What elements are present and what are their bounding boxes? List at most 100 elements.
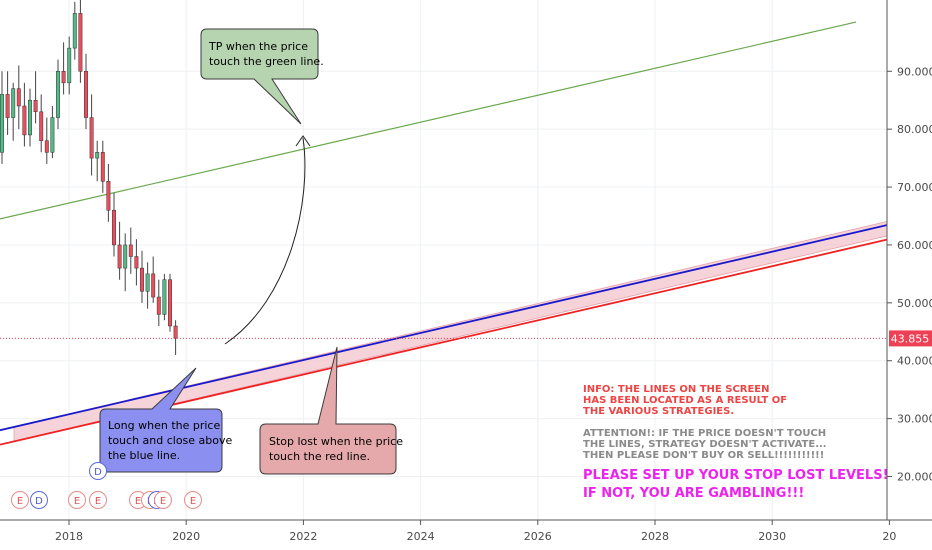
candle-body — [162, 279, 167, 315]
event-markers: EDEEEEDEED — [11, 462, 202, 509]
candle — [16, 65, 21, 130]
candle-body — [168, 279, 172, 327]
candle — [151, 256, 156, 303]
warning-text-1: PLEASE SET UP YOUR STOP LOST LEVELS!!!!! — [583, 468, 912, 483]
info-text-3: THE VARIOUS STRATEGIES. — [583, 406, 734, 417]
tp-note-line-2: touch the green line. — [209, 55, 324, 68]
candle-body — [140, 267, 144, 292]
candle-body — [56, 71, 60, 118]
time-tick-label: 2030 — [758, 530, 786, 543]
candle-body — [11, 88, 16, 118]
price-tick-label: 70.000 — [897, 181, 932, 194]
candle-body — [39, 111, 44, 141]
candle — [84, 53, 88, 130]
candle — [78, 0, 83, 83]
time-scale-background — [0, 520, 932, 550]
price-scale: 10.00020.00030.00040.00050.00060.00070.0… — [887, 65, 932, 541]
tp-note-line-1: TP when the price — [208, 40, 308, 53]
attention-text-3: THEN PLEASE DON'T BUY OR SELL!!!!!!!!!!! — [583, 450, 824, 461]
candle-body — [78, 13, 83, 72]
candle — [44, 117, 49, 164]
candle — [5, 71, 10, 135]
price-tick-label: 20.000 — [897, 471, 932, 484]
candle — [128, 227, 133, 274]
candle-body — [0, 94, 4, 153]
event-marker-label: E — [160, 496, 166, 507]
time-tick-label: 2028 — [641, 530, 669, 543]
candle — [50, 106, 55, 159]
price-tick-label: 60.000 — [897, 239, 932, 252]
candle-body — [156, 296, 161, 315]
time-tick-label: 2022 — [289, 530, 317, 543]
time-tick-label: 2024 — [407, 530, 435, 543]
earnings-marker[interactable]: E — [154, 491, 172, 509]
candle — [168, 273, 172, 332]
candle — [117, 221, 122, 280]
candle — [22, 82, 27, 147]
stop-note-line-1: Stop lost when the price — [269, 435, 403, 448]
candle — [106, 163, 111, 222]
candle-body — [67, 47, 72, 84]
earnings-marker[interactable]: E — [11, 491, 29, 509]
event-marker-label: E — [95, 496, 101, 507]
candle-body — [50, 117, 55, 153]
event-marker-label: D — [35, 496, 43, 507]
candle — [56, 59, 60, 130]
price-tick-label: 40.000 — [897, 355, 932, 368]
event-marker-label: E — [74, 496, 80, 507]
earnings-marker[interactable]: E — [184, 491, 202, 509]
candle — [140, 250, 144, 303]
candle — [134, 239, 139, 286]
event-marker-label: E — [135, 496, 141, 507]
candle — [162, 273, 167, 321]
candle-body — [106, 181, 111, 211]
info-text-1: INFO: THE LINES ON THE SCREEN — [583, 384, 770, 395]
target-arrowhead — [295, 135, 311, 147]
earnings-marker[interactable]: E — [68, 491, 86, 509]
attention-text-1: ATTENTION!: IF THE PRICE DOESN'T TOUCH — [583, 428, 826, 439]
stop-note-line-2: touch the red line. — [269, 450, 370, 463]
candle-body — [145, 273, 150, 292]
attention-text-2: THE LINES, STRATEGY DOESN'T ACTIVATE... — [583, 439, 827, 450]
event-marker-label: D — [94, 467, 102, 478]
green-trend-line — [0, 21, 857, 220]
time-tick-label: 2018 — [55, 530, 83, 543]
candle — [33, 71, 38, 124]
candle — [123, 233, 128, 292]
long-note-line-1: Long when the price — [108, 419, 220, 432]
candle — [173, 320, 178, 355]
candle-body — [134, 256, 139, 269]
earnings-marker[interactable]: E — [89, 491, 107, 509]
candle-body — [84, 71, 88, 118]
candle-body — [61, 71, 66, 84]
warning-text-2: IF NOT, YOU ARE GAMBLING!!! — [583, 486, 804, 501]
time-scale: 2018 2020 2022 2024 2026 2028 2030 20 — [55, 520, 896, 543]
candle-body — [112, 209, 116, 246]
time-tick-label: 2020 — [172, 530, 200, 543]
candle-body — [117, 244, 122, 269]
candle — [100, 140, 105, 193]
blue-trend-line — [0, 223, 890, 432]
last-price-value: 43.855 — [891, 332, 930, 345]
candle — [112, 192, 116, 257]
last-price-label: 43.855 — [889, 330, 932, 347]
info-text-2: HAS BEEN LOCATED AS A RESULT OF — [583, 395, 787, 406]
long-note-line-2: touch and close above — [108, 434, 233, 447]
candle — [145, 262, 150, 309]
candle — [72, 1, 77, 60]
candle-body — [128, 244, 133, 257]
tp-callout: TP when the price touch the green line. — [200, 28, 324, 125]
candle-body — [44, 140, 49, 153]
target-arrow — [224, 137, 306, 345]
dividend-marker[interactable]: D — [89, 462, 107, 480]
candle-body — [95, 152, 100, 159]
dividend-marker[interactable]: D — [30, 491, 48, 509]
candle — [89, 94, 94, 176]
candle — [0, 71, 4, 164]
time-tick-label: 2026 — [524, 530, 552, 543]
candle-body — [5, 94, 10, 118]
candle-body — [33, 99, 38, 113]
time-tick-label: 20 — [882, 530, 896, 543]
